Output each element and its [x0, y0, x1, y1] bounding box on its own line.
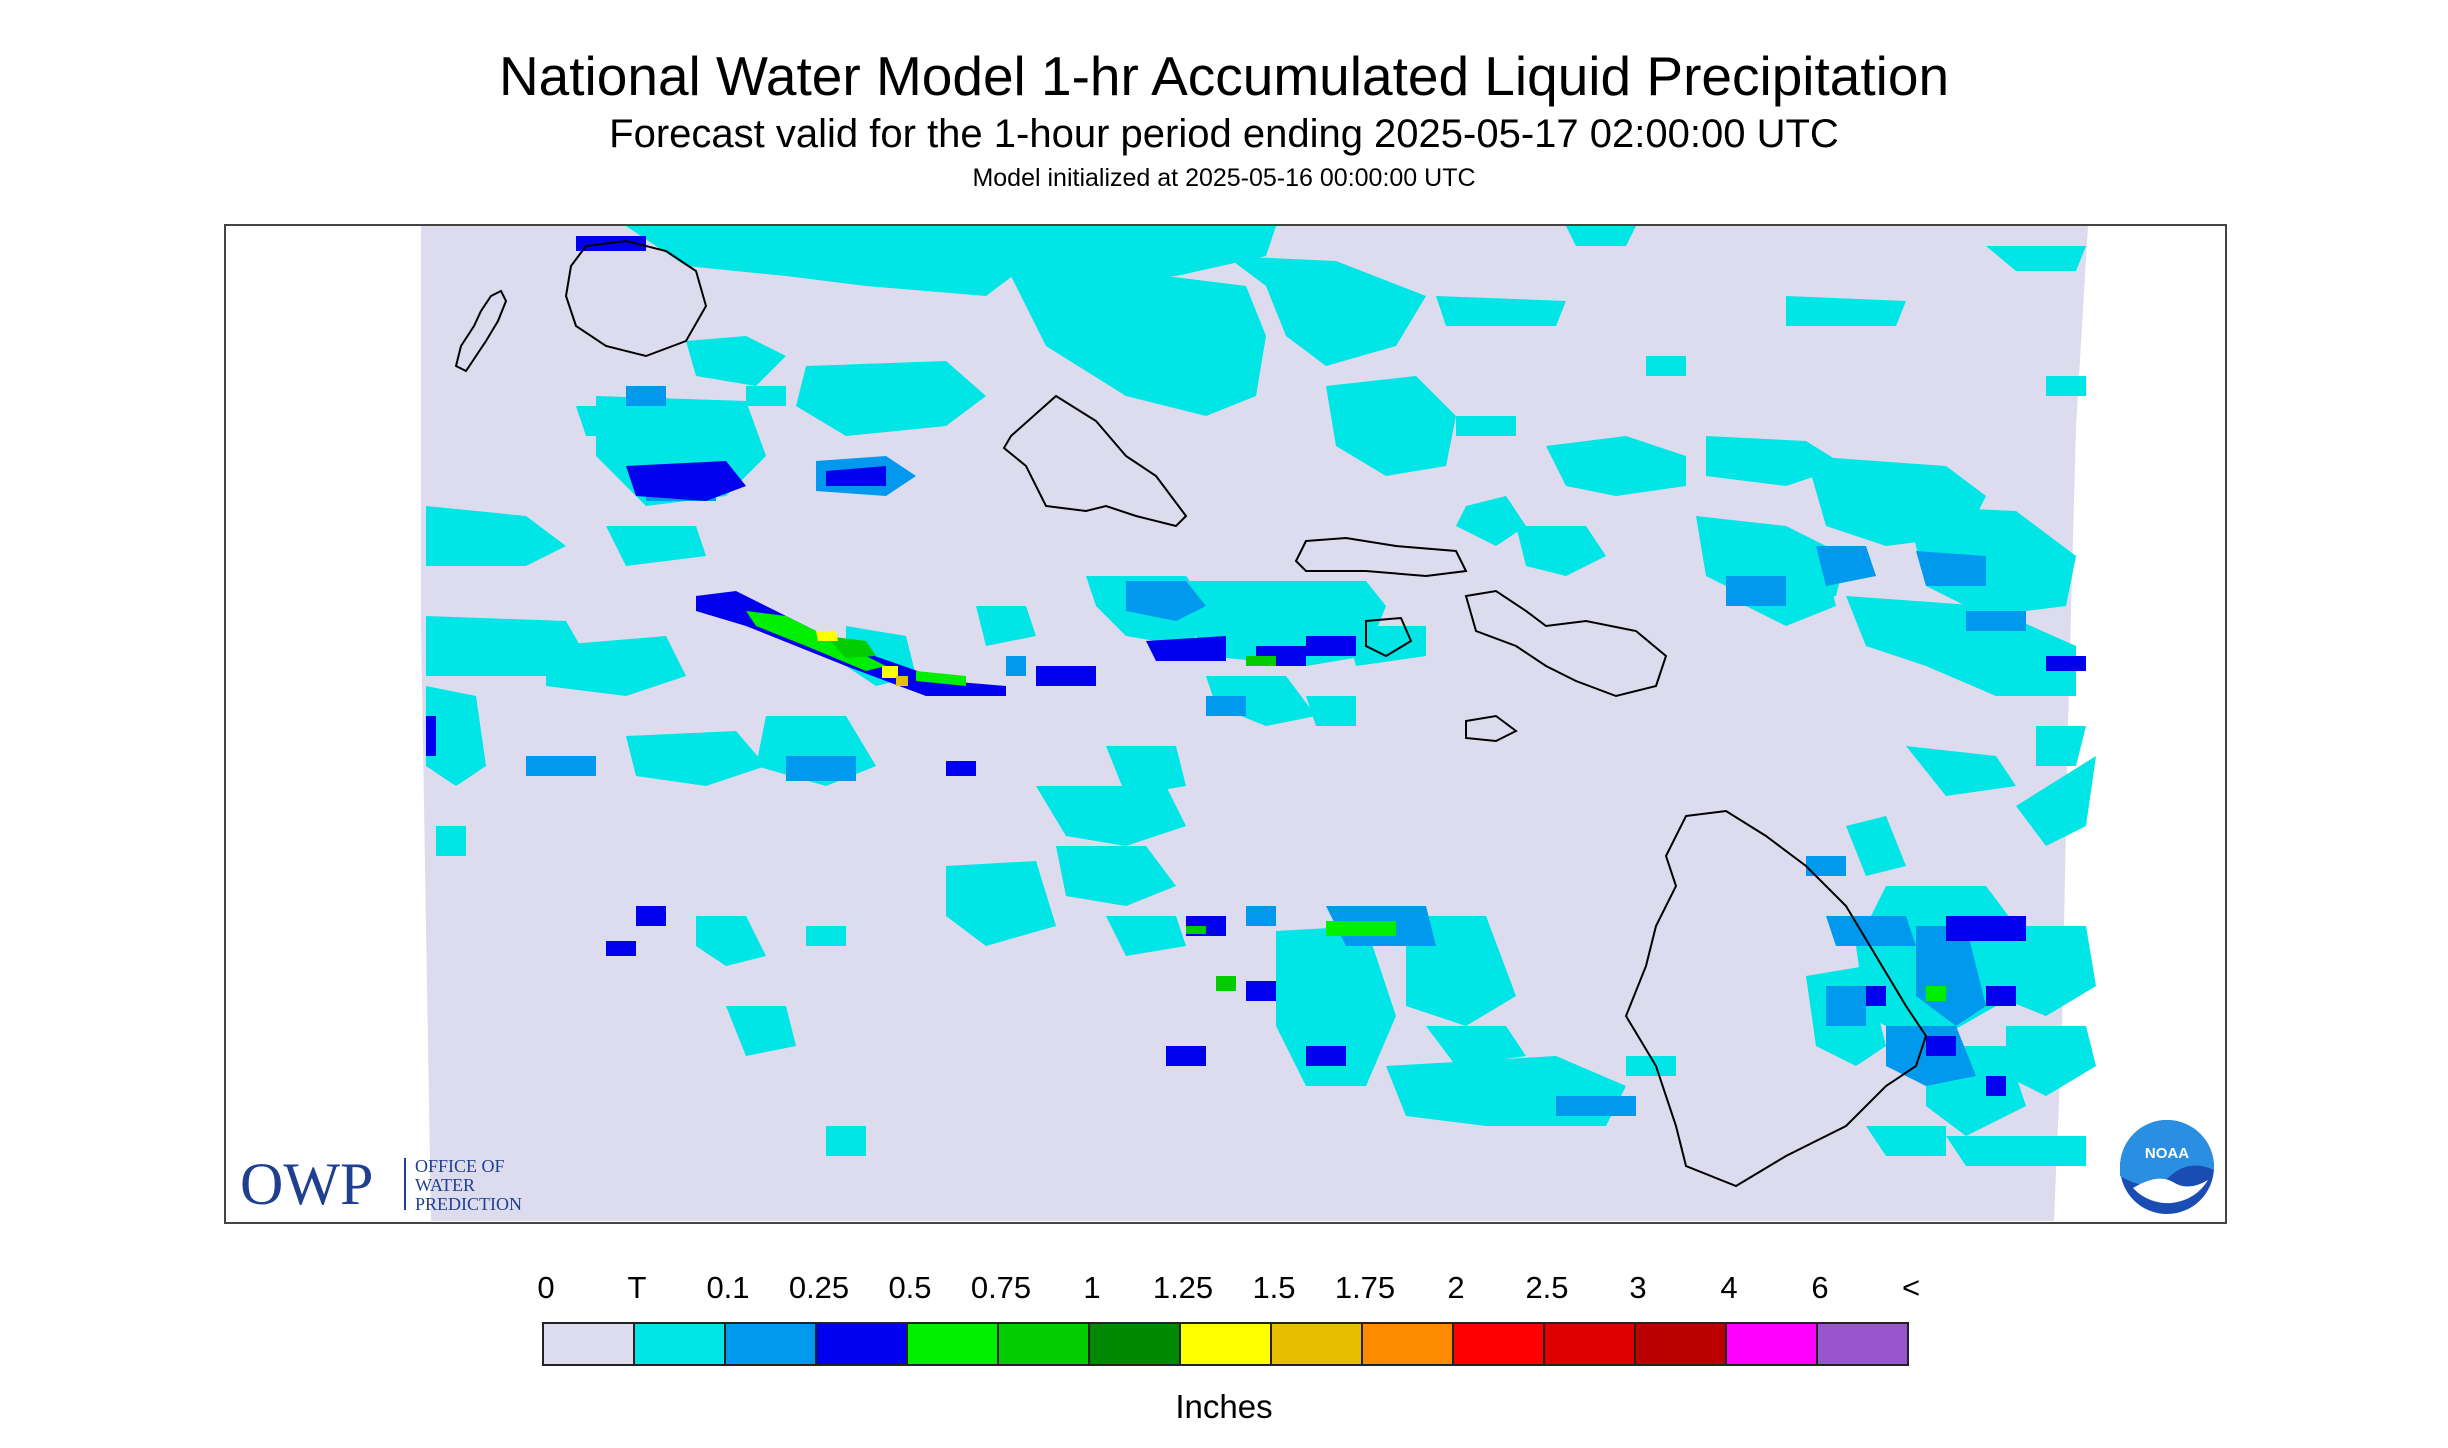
legend-swatch	[908, 1324, 999, 1364]
legend-label: 4	[1720, 1270, 1738, 1305]
legend-label: 3	[1629, 1270, 1647, 1305]
legend-label: 1	[1083, 1270, 1101, 1305]
precip-trace-areas	[426, 226, 2096, 1166]
legend-swatch	[1636, 1324, 1727, 1364]
legend-swatch	[1818, 1324, 1907, 1364]
legend-label: 0.5	[888, 1270, 932, 1305]
hawaii-coast	[1624, 809, 1928, 1188]
legend-label: 6	[1811, 1270, 1829, 1305]
legend-label: 0.25	[788, 1270, 850, 1305]
legend-label: 0.75	[970, 1270, 1032, 1305]
maui-coast	[1464, 589, 1668, 698]
kahoolawe-coast	[1465, 714, 1518, 743]
legend-label: 0.1	[706, 1270, 750, 1305]
molokai-coast	[1294, 536, 1468, 578]
map-canvas	[421, 226, 2096, 1221]
owp-logo-letters: OWP	[240, 1154, 373, 1214]
legend-label: 1.75	[1334, 1270, 1396, 1305]
legend-swatch	[817, 1324, 908, 1364]
precipitation-map	[224, 224, 2227, 1224]
legend-swatch	[1454, 1324, 1545, 1364]
legend-swatch	[544, 1324, 635, 1364]
legend-label: T	[627, 1270, 647, 1305]
legend-swatch	[1545, 1324, 1636, 1364]
niihau-coast	[454, 289, 508, 373]
noaa-logo-text: NOAA	[2145, 1145, 2189, 1162]
legend-unit-label: Inches	[1175, 1388, 1273, 1425]
precip-0.5-areas	[746, 611, 1946, 1001]
owp-logo-line-2: WATER	[415, 1175, 475, 1195]
legend-swatch	[1090, 1324, 1181, 1364]
legend-label: 2	[1447, 1270, 1465, 1305]
legend-label: <	[1901, 1270, 1921, 1305]
legend-swatch	[999, 1324, 1090, 1364]
lanai-coast	[1365, 616, 1413, 658]
legend-swatch	[1363, 1324, 1454, 1364]
legend-swatch	[1727, 1324, 1818, 1364]
legend-swatch	[635, 1324, 726, 1364]
legend-swatch	[726, 1324, 817, 1364]
legend-swatch	[1181, 1324, 1272, 1364]
model-init-text: Model initialized at 2025-05-16 00:00:00…	[972, 164, 1476, 192]
map-title: National Water Model 1-hr Accumulated Li…	[498, 45, 1950, 107]
noaa-logo: NOAA	[2118, 1118, 2216, 1216]
oahu-coast	[1002, 394, 1188, 528]
legend-colorbar	[542, 1322, 1909, 1366]
kauai-coast	[564, 239, 708, 358]
owp-logo: OWP OFFICE OF WATER PREDICTION	[240, 1151, 560, 1217]
owp-logo-line-1: OFFICE OF	[415, 1156, 505, 1176]
legend-label: 2.5	[1525, 1270, 1569, 1305]
legend-label: 0	[537, 1270, 555, 1305]
legend-label: 1.5	[1252, 1270, 1296, 1305]
legend-label: 1.25	[1152, 1270, 1214, 1305]
noaa-logo-graphic: NOAA	[2120, 1120, 2214, 1214]
legend-swatch	[1272, 1324, 1363, 1364]
owp-logo-graphic: OWP OFFICE OF WATER PREDICTION	[240, 1151, 522, 1217]
owp-logo-line-3: PREDICTION	[415, 1194, 522, 1214]
island-coastlines	[454, 239, 1928, 1188]
map-subtitle: Forecast valid for the 1-hour period end…	[609, 112, 1839, 156]
